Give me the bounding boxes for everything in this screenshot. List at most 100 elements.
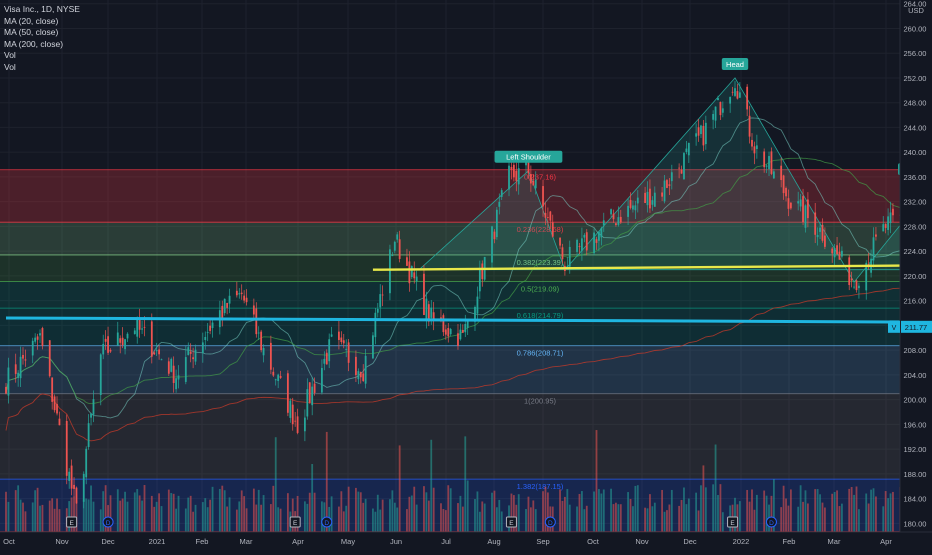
y-tick-label: 228.00 [904, 222, 927, 231]
candle-body [822, 225, 824, 241]
volume-bar [153, 507, 155, 532]
x-tick-label: Aug [487, 537, 500, 546]
candle-body [51, 378, 53, 402]
volume-bar [20, 500, 22, 532]
volume-bar [253, 489, 255, 532]
volume-bar [615, 503, 617, 532]
volume-bar [416, 505, 418, 532]
volume-bar [613, 504, 615, 532]
volume-bar [865, 493, 867, 532]
candle-body [338, 332, 340, 340]
volume-bar [42, 505, 44, 532]
candle-body [530, 174, 532, 183]
candle-body [151, 321, 153, 356]
candle-body [549, 212, 551, 221]
candle-body [576, 240, 578, 252]
volume-bar [620, 504, 622, 532]
volume-bar [382, 500, 384, 532]
volume-bar [705, 487, 707, 532]
candle-body [365, 356, 367, 384]
legend-ma50[interactable]: MA (50, close) [4, 27, 80, 39]
candle-body [119, 338, 121, 343]
candle-body [783, 175, 785, 193]
volume-bar [88, 499, 90, 532]
candle-body [20, 357, 22, 378]
volume-bar [156, 502, 158, 532]
volume-bar [124, 492, 126, 532]
candle-body [377, 309, 379, 313]
volume-bar [746, 490, 748, 532]
legend-ma20[interactable]: MA (20, close) [4, 16, 80, 28]
candle-body [890, 212, 892, 223]
candle-body [715, 107, 717, 121]
volume-bar [306, 504, 308, 532]
volume-bar [287, 493, 289, 532]
event-letter: D [324, 520, 329, 527]
candle-body [71, 466, 73, 489]
volume-bar [226, 507, 228, 532]
volume-bar [749, 502, 751, 532]
pattern-label: Head [722, 58, 748, 70]
volume-bar [873, 488, 875, 532]
candle-body [136, 317, 138, 336]
candle-body [768, 156, 770, 169]
y-tick-label: 200.00 [904, 396, 927, 405]
candle-body [297, 416, 299, 433]
volume-bar [357, 492, 359, 532]
volume-bar [365, 499, 367, 532]
volume-bar [649, 494, 651, 532]
candle-body [379, 294, 381, 307]
candle-body [739, 92, 741, 97]
volume-bar [195, 505, 197, 532]
candle-body [314, 384, 316, 393]
volume-bar [586, 506, 588, 532]
x-tick-label: Apr [880, 537, 892, 546]
volume-bar [715, 445, 717, 532]
volume-bar [207, 507, 209, 532]
candle-body [853, 287, 855, 288]
candle-body [37, 336, 39, 339]
legend-volume-2[interactable]: Vol [4, 62, 80, 74]
candle-body [202, 342, 204, 353]
candle-body [447, 328, 449, 336]
candle-body [399, 239, 401, 259]
candle-body [834, 248, 836, 257]
volume-bar [654, 503, 656, 532]
volume-bar [411, 496, 413, 532]
candle-body [134, 330, 136, 334]
legend-volume-1[interactable]: Vol [4, 50, 80, 62]
symbol-line[interactable]: Visa Inc., 1D, NYSE [4, 4, 80, 16]
y-tick-label: 220.00 [904, 272, 927, 281]
volume-bar [632, 506, 634, 532]
candle-body [797, 201, 799, 203]
candle-body [756, 145, 758, 149]
volume-bar [678, 506, 680, 532]
candle-body [751, 140, 753, 147]
volume-bar [668, 505, 670, 532]
volume-bar [647, 508, 649, 532]
volume-bar [17, 485, 19, 532]
candle-body [243, 296, 245, 301]
candle-body [666, 180, 668, 188]
volume-bar [481, 501, 483, 532]
candle-body [270, 343, 272, 370]
candle-body [430, 308, 432, 318]
candle-body [817, 235, 819, 237]
candle-body [59, 419, 61, 426]
volume-bar [224, 490, 226, 532]
candle-body [508, 166, 510, 190]
legend-ma200[interactable]: MA (200, close) [4, 39, 80, 51]
candle-body [501, 190, 503, 197]
event-letter: E [69, 520, 74, 527]
volume-bar [102, 491, 104, 532]
candle-body [790, 203, 792, 209]
volume-bar [617, 504, 619, 532]
volume-bar [683, 487, 685, 532]
candle-body [68, 472, 70, 481]
candle-body [749, 116, 751, 137]
candle-body [348, 342, 350, 362]
candle-body [800, 199, 802, 206]
candle-body [17, 373, 19, 378]
